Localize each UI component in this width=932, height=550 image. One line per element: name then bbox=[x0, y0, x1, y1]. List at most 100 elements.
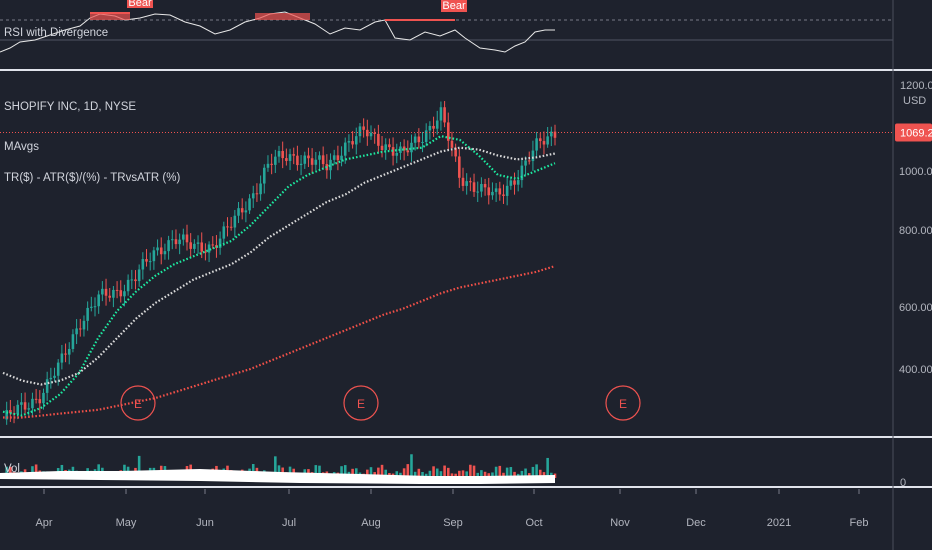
candle bbox=[538, 132, 542, 149]
candle bbox=[104, 278, 108, 306]
candle bbox=[218, 231, 222, 255]
candle bbox=[535, 131, 538, 158]
volume-bar bbox=[34, 464, 38, 478]
volume-bar bbox=[520, 470, 524, 478]
candle bbox=[45, 371, 49, 401]
candle bbox=[97, 290, 100, 314]
candle bbox=[204, 243, 207, 261]
candle bbox=[170, 230, 174, 250]
volume-bar bbox=[443, 465, 446, 478]
candle bbox=[516, 169, 520, 192]
candle bbox=[226, 217, 229, 237]
earnings-marker-label: E bbox=[619, 397, 627, 411]
volume-bar bbox=[487, 473, 491, 478]
candle bbox=[167, 235, 170, 260]
candle bbox=[321, 146, 325, 170]
candle bbox=[229, 217, 233, 231]
candle bbox=[134, 270, 137, 290]
candle bbox=[439, 101, 443, 131]
candle bbox=[443, 101, 446, 128]
volume-bar bbox=[450, 473, 454, 478]
candle bbox=[476, 181, 480, 202]
candle bbox=[248, 194, 251, 214]
volume-pane: Vol 0 bbox=[0, 454, 906, 489]
candle bbox=[307, 147, 310, 168]
candle bbox=[126, 274, 130, 296]
volume-bar bbox=[410, 454, 413, 478]
last-price-badge: 1069.21 bbox=[895, 123, 932, 142]
candle bbox=[156, 239, 159, 256]
price-tick: 800.00 bbox=[899, 225, 932, 237]
volume-bar bbox=[454, 473, 457, 478]
volume-bar bbox=[395, 471, 399, 478]
candle bbox=[211, 236, 215, 249]
volume-bar bbox=[535, 464, 538, 478]
volume-bar bbox=[439, 471, 443, 478]
candle bbox=[189, 233, 192, 259]
volume-bar bbox=[318, 465, 321, 478]
volume-bar bbox=[413, 471, 417, 478]
candle bbox=[178, 233, 181, 255]
volume-bar bbox=[5, 466, 8, 478]
candle bbox=[60, 344, 64, 370]
rsi-bear-signal: Bear bbox=[441, 0, 467, 12]
price-tick: 600.00 bbox=[899, 302, 932, 314]
time-tick: Sep bbox=[443, 517, 463, 529]
time-tick: Apr bbox=[35, 517, 52, 529]
earnings-marker[interactable]: E bbox=[343, 385, 379, 421]
time-tick: 2021 bbox=[767, 517, 791, 529]
earnings-marker[interactable]: E bbox=[605, 385, 641, 421]
candle bbox=[494, 183, 498, 202]
price-scale[interactable]: 1200.00 USD 1000.00 800.00 600.00 400.00 bbox=[899, 80, 932, 376]
candle bbox=[465, 173, 468, 195]
candle bbox=[53, 367, 56, 382]
candle bbox=[42, 388, 45, 410]
volume-bar bbox=[538, 469, 542, 478]
candle bbox=[108, 287, 112, 302]
tr-legend-label[interactable]: TR($) - ATR($)/(%) - TRvsATR (%) bbox=[4, 172, 180, 184]
candle bbox=[480, 177, 483, 198]
candle bbox=[16, 400, 20, 420]
candle bbox=[358, 123, 362, 143]
chart-title-legend[interactable]: SHOPIFY INC, 1D, NYSE bbox=[4, 101, 136, 113]
volume-bar bbox=[480, 470, 483, 478]
candle bbox=[520, 157, 524, 188]
candle bbox=[406, 140, 410, 156]
candle bbox=[296, 145, 299, 171]
volume-bar bbox=[366, 469, 369, 478]
volume-bar bbox=[435, 468, 439, 478]
volume-bar bbox=[461, 470, 465, 478]
volume-bar bbox=[483, 471, 487, 478]
candle bbox=[251, 185, 255, 208]
candle bbox=[498, 181, 502, 201]
volume-ma-area bbox=[0, 469, 555, 484]
earnings-marker-label: E bbox=[134, 397, 142, 411]
volume-bar bbox=[458, 470, 461, 478]
candle bbox=[78, 318, 82, 337]
last-price-value: 1069.21 bbox=[900, 127, 932, 139]
candle bbox=[31, 392, 34, 418]
mavgs-legend-label[interactable]: MAvgs bbox=[4, 141, 39, 153]
volume-bar bbox=[446, 467, 450, 478]
candle bbox=[362, 118, 365, 138]
candle bbox=[421, 131, 424, 153]
earnings-marker[interactable]: E bbox=[120, 385, 156, 421]
candle bbox=[424, 123, 428, 147]
volume-bar bbox=[424, 473, 428, 478]
earnings-marker-label: E bbox=[357, 397, 365, 411]
candle bbox=[377, 124, 380, 153]
candle bbox=[351, 131, 354, 149]
candle bbox=[399, 141, 402, 160]
candle bbox=[148, 252, 152, 271]
volume-bar bbox=[513, 471, 516, 478]
time-axis[interactable]: Apr May Jun Jul Aug Sep Oct Nov Dec 2021… bbox=[35, 489, 868, 529]
candle bbox=[542, 131, 546, 155]
volume-bar bbox=[343, 465, 347, 478]
price-tick: 400.00 bbox=[899, 364, 932, 376]
candle bbox=[86, 301, 89, 331]
candle bbox=[550, 126, 553, 147]
moving-averages bbox=[2, 134, 556, 419]
candle bbox=[384, 138, 388, 160]
candle bbox=[266, 155, 270, 172]
candle bbox=[137, 264, 141, 287]
